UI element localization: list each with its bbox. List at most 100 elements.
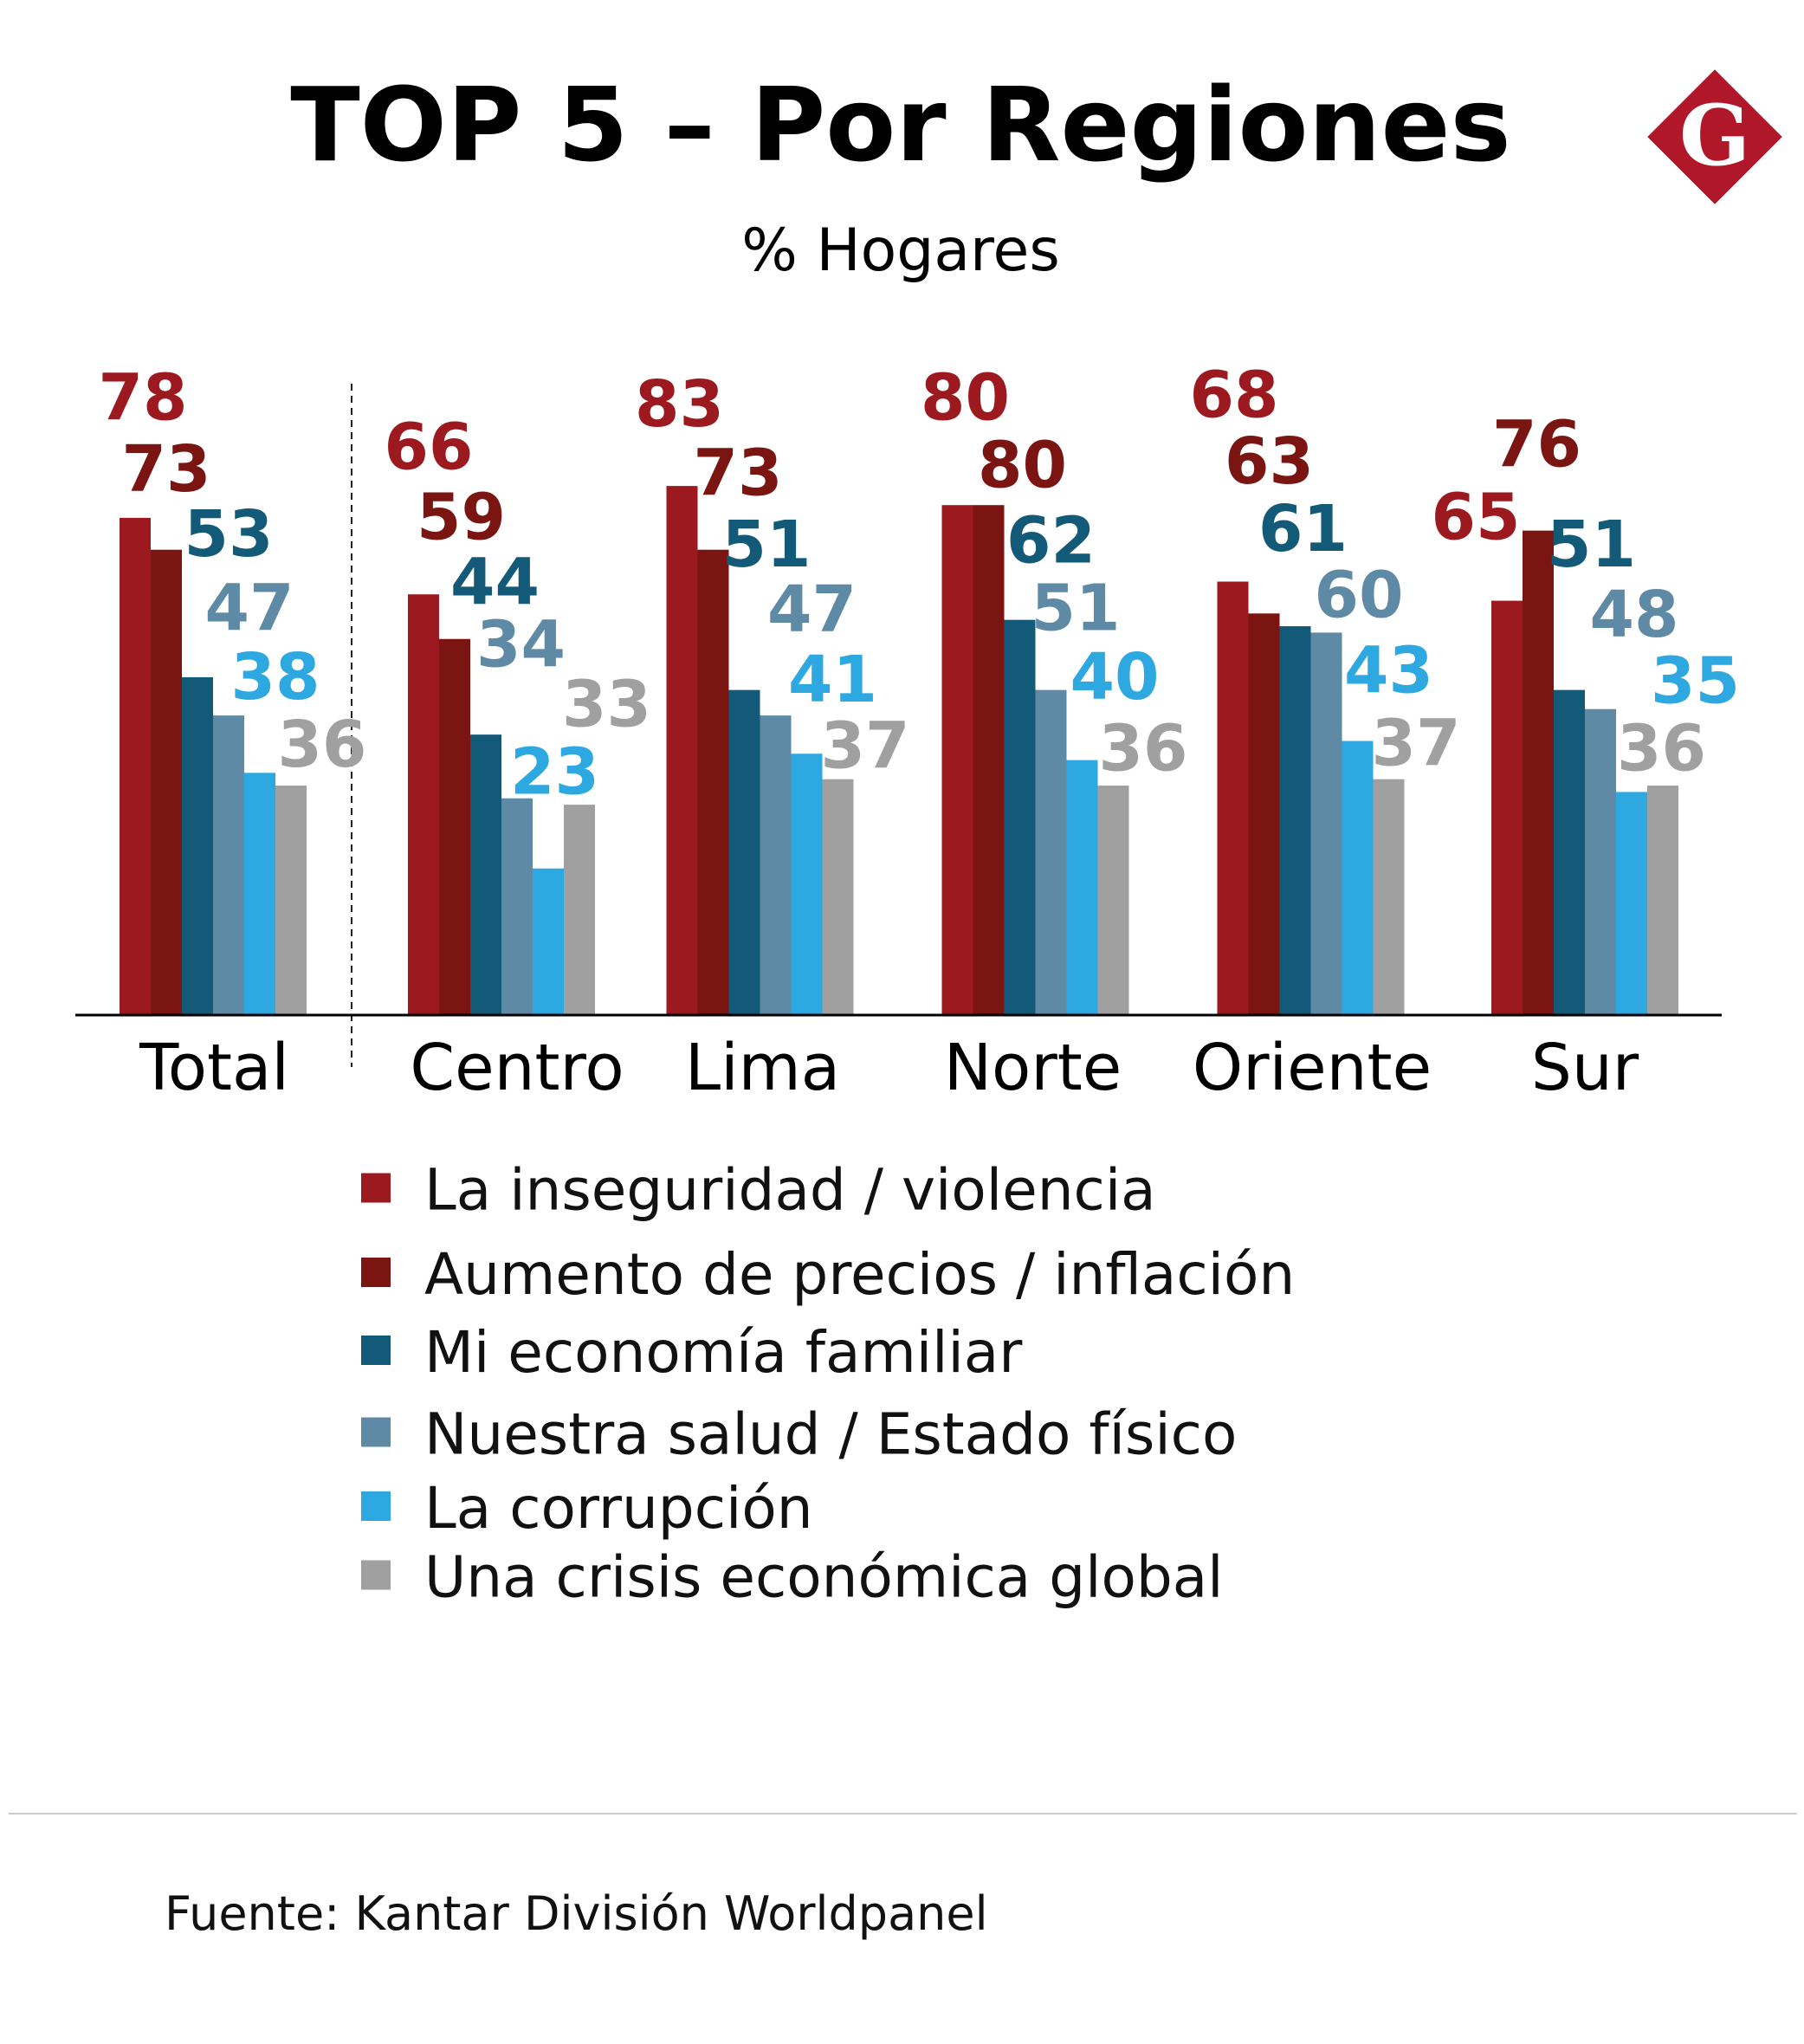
legend-swatch [361,1258,391,1287]
bar [1523,530,1554,1015]
legend: La inseguridad / violencia Aumento de pre… [361,1157,1295,1611]
category-label: Centro [410,1031,624,1105]
value-label: 33 [562,668,651,742]
legend-swatch [361,1491,391,1521]
legend-label: La inseguridad / violencia [424,1157,1156,1224]
bar [470,734,501,1015]
legend-item: Aumento de precios / inflación [361,1241,1295,1308]
bar [728,689,760,1015]
value-label: 51 [1031,572,1121,646]
value-label: 48 [1590,578,1679,652]
bar [275,786,307,1015]
bar [697,549,729,1015]
bar [1342,741,1374,1015]
legend-swatch [361,1417,391,1447]
bar [533,868,564,1015]
value-label: 36 [1617,712,1706,786]
legend-swatch [361,1336,391,1365]
value-label: 51 [722,508,811,582]
value-label: 62 [1006,504,1096,579]
category-labels: Total Centro Lima Norte Oriente Sur [139,1031,1639,1105]
value-label: 23 [510,735,599,810]
bar [1248,613,1280,1015]
category-label: Total [139,1031,289,1105]
chart-subtitle: % Hogares [741,217,1060,285]
bar [666,486,698,1015]
bar [760,715,792,1015]
bar [213,715,244,1015]
category-label: Sur [1531,1031,1639,1105]
value-label: 36 [1099,712,1188,786]
value-label: 53 [184,497,274,572]
value-label: 37 [821,709,910,784]
logo-letter: G [1679,87,1750,184]
bar [120,517,151,1015]
bar [439,638,470,1015]
bar [564,805,595,1015]
value-label: 35 [1651,644,1740,719]
value-label: 47 [205,572,294,646]
chart-title: TOP 5 – Por Regiones [290,65,1511,184]
bar [1554,689,1585,1015]
category-label: Oriente [1193,1031,1432,1105]
source-note: Fuente: Kantar División Worldpanel [165,1886,988,1941]
value-label: 61 [1258,492,1348,566]
legend-label: Mi economía familiar [424,1319,1023,1386]
legend-swatch [361,1173,391,1203]
value-label: 60 [1315,559,1404,633]
bar [791,754,823,1015]
legend-item: Nuestra salud / Estado físico [361,1401,1237,1468]
bar [1279,626,1311,1015]
bar [408,594,439,1015]
bar [1491,600,1523,1015]
bar [1097,786,1129,1015]
bar [1004,619,1036,1015]
category-label: Norte [944,1031,1122,1105]
value-label: 83 [635,367,724,442]
value-label: 73 [694,437,783,511]
value-label: 78 [99,361,188,436]
legend-label: Aumento de precios / inflación [424,1241,1295,1308]
bar [1035,689,1067,1015]
legend-label: Nuestra salud / Estado físico [424,1401,1237,1468]
bar [1066,760,1098,1015]
value-label: 80 [921,361,1010,436]
value-label: 80 [978,429,1067,503]
value-label: 41 [788,643,877,717]
bar [1373,779,1405,1015]
value-labels: 7873534738366659443423338373514741378080… [99,359,1740,810]
legend-swatch [361,1560,391,1590]
bar [501,798,533,1015]
bar [244,773,275,1015]
value-label: 63 [1225,424,1314,499]
bar [941,505,973,1015]
value-label: 73 [122,432,211,507]
value-label: 51 [1547,508,1636,582]
legend-item: Mi economía familiar [361,1319,1023,1386]
bar [973,505,1005,1015]
bar [1647,786,1678,1015]
bar [1217,581,1249,1015]
value-label: 68 [1190,359,1279,433]
value-label: 43 [1344,634,1433,708]
value-label: 59 [417,481,506,555]
legend-label: Una crisis económica global [424,1544,1224,1611]
value-label: 65 [1432,481,1521,555]
bars [120,486,1678,1015]
legend-item: Una crisis económica global [361,1544,1224,1611]
bar [1616,792,1647,1015]
bar [822,779,854,1015]
legend-label: La corrupción [424,1475,813,1542]
value-label: 47 [767,572,857,647]
bar [1310,632,1342,1015]
value-label: 40 [1070,640,1160,715]
value-label: 76 [1492,408,1581,482]
value-label: 36 [278,708,367,782]
category-label: Lima [685,1031,840,1105]
value-label: 37 [1372,707,1461,781]
bar [182,676,213,1015]
value-label: 34 [476,608,566,682]
value-label: 38 [231,640,320,715]
value-label: 44 [450,546,540,620]
